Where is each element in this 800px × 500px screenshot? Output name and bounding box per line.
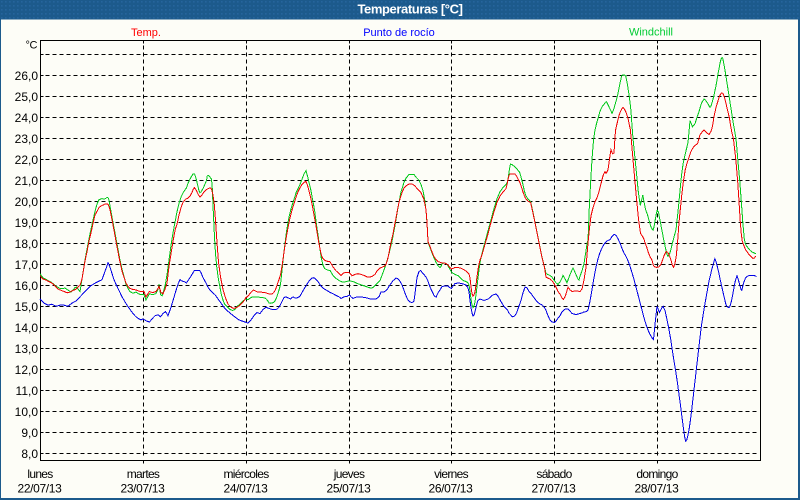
svg-text:20,0: 20,0 [15, 195, 39, 209]
svg-text:27/07/13: 27/07/13 [532, 481, 577, 495]
svg-text:21,0: 21,0 [15, 174, 39, 188]
svg-text:24,0: 24,0 [15, 111, 39, 125]
svg-text:martes: martes [127, 467, 160, 481]
svg-text:22/07/13: 22/07/13 [18, 481, 63, 495]
svg-text:23,0: 23,0 [15, 132, 39, 146]
svg-text:15,0: 15,0 [15, 300, 39, 314]
svg-text:jueves: jueves [333, 467, 365, 481]
svg-text:25/07/13: 25/07/13 [327, 481, 372, 495]
svg-text:Punto de rocío: Punto de rocío [363, 27, 435, 39]
svg-text:12,0: 12,0 [15, 363, 39, 377]
svg-text:26/07/13: 26/07/13 [429, 481, 474, 495]
svg-text:8,0: 8,0 [21, 447, 38, 461]
svg-text:14,0: 14,0 [15, 321, 39, 335]
svg-text:sábado: sábado [536, 467, 572, 481]
svg-text:25,0: 25,0 [15, 90, 39, 104]
svg-text:Temp.: Temp. [131, 27, 161, 39]
svg-text:28/07/13: 28/07/13 [635, 481, 680, 495]
svg-text:17,0: 17,0 [15, 258, 39, 272]
svg-text:22,0: 22,0 [15, 153, 39, 167]
svg-text:13,0: 13,0 [15, 342, 39, 356]
svg-text:miércoles: miércoles [223, 467, 269, 481]
svg-text:9,0: 9,0 [21, 426, 38, 440]
svg-text:°C: °C [25, 40, 37, 52]
svg-text:26,0: 26,0 [15, 69, 39, 83]
svg-text:Temperaturas [°C]: Temperaturas [°C] [357, 2, 462, 17]
svg-text:19,0: 19,0 [15, 216, 39, 230]
svg-text:16,0: 16,0 [15, 279, 39, 293]
svg-text:24/07/13: 24/07/13 [224, 481, 269, 495]
svg-text:viernes: viernes [434, 467, 468, 481]
svg-text:23/07/13: 23/07/13 [121, 481, 166, 495]
svg-text:lunes: lunes [27, 467, 53, 481]
svg-text:11,0: 11,0 [16, 384, 39, 398]
svg-text:10,0: 10,0 [15, 405, 39, 419]
svg-text:Windchill: Windchill [629, 27, 673, 39]
svg-text:domingo: domingo [636, 467, 678, 481]
svg-text:18,0: 18,0 [15, 237, 39, 251]
